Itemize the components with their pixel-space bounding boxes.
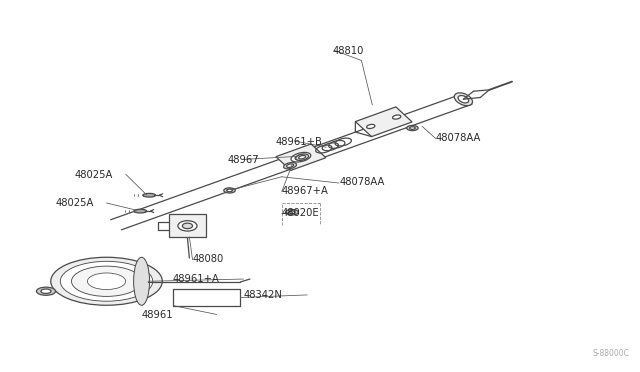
Ellipse shape (41, 289, 51, 294)
Ellipse shape (182, 223, 193, 229)
Ellipse shape (72, 266, 141, 296)
Ellipse shape (36, 287, 56, 295)
Text: 48961+B: 48961+B (275, 137, 323, 147)
Ellipse shape (410, 127, 415, 129)
Ellipse shape (289, 211, 295, 214)
Ellipse shape (406, 125, 418, 131)
Text: 48967+A: 48967+A (282, 186, 329, 196)
Text: 48078AA: 48078AA (339, 177, 385, 187)
Text: 48961+A: 48961+A (172, 274, 219, 284)
Ellipse shape (134, 257, 150, 305)
Text: 48080: 48080 (193, 254, 224, 264)
Ellipse shape (60, 261, 153, 301)
Ellipse shape (367, 124, 375, 129)
Text: 48810: 48810 (333, 46, 364, 56)
Ellipse shape (224, 188, 236, 193)
Ellipse shape (143, 193, 156, 197)
Polygon shape (169, 214, 206, 237)
Polygon shape (355, 107, 412, 137)
Ellipse shape (285, 209, 298, 215)
Text: S-88000C: S-88000C (592, 349, 629, 358)
Ellipse shape (88, 273, 125, 289)
Ellipse shape (284, 163, 296, 169)
Ellipse shape (295, 154, 307, 160)
Ellipse shape (291, 153, 311, 162)
Text: 48342N: 48342N (244, 290, 282, 300)
Ellipse shape (299, 155, 306, 159)
Text: 48078AA: 48078AA (436, 133, 481, 143)
Text: 48025A: 48025A (75, 170, 113, 180)
Ellipse shape (458, 96, 468, 103)
Ellipse shape (134, 209, 147, 213)
Ellipse shape (392, 115, 401, 119)
Ellipse shape (454, 93, 472, 106)
Text: 48961: 48961 (141, 310, 173, 320)
Ellipse shape (178, 221, 197, 231)
Ellipse shape (51, 257, 163, 305)
Ellipse shape (287, 164, 294, 167)
Ellipse shape (227, 189, 232, 192)
Polygon shape (276, 144, 326, 170)
Text: 48967: 48967 (228, 155, 259, 165)
Ellipse shape (296, 154, 308, 160)
Text: 48025A: 48025A (56, 198, 94, 208)
Text: 48020E: 48020E (282, 208, 319, 218)
